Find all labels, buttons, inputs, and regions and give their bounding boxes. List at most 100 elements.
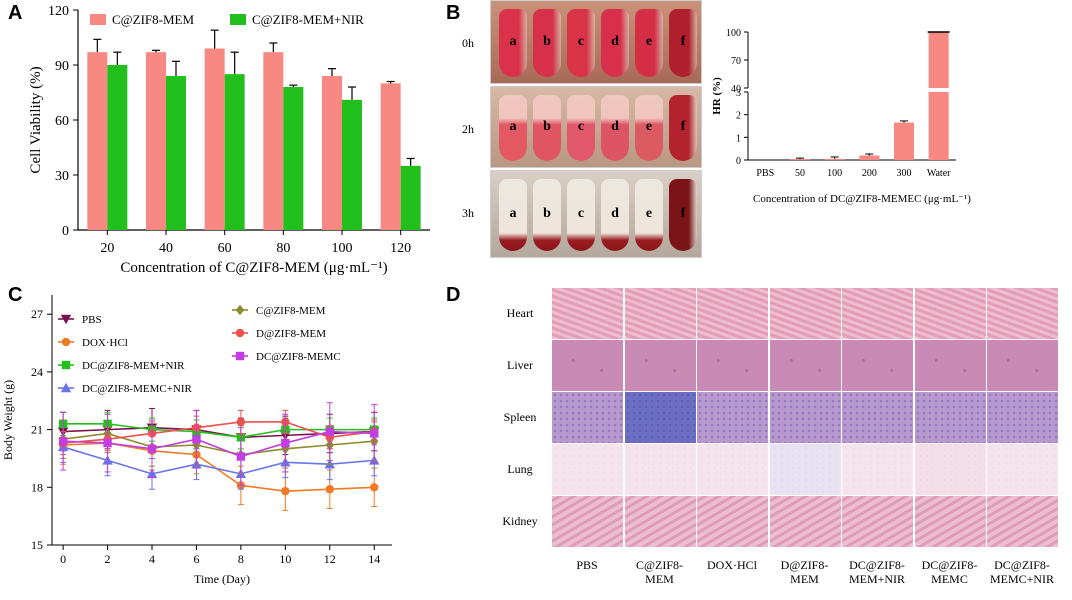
legend-swatch [230, 14, 246, 25]
x-axis-label: Concentration of DC@ZIF8-MEMEC (μg·mL⁻¹) [753, 193, 971, 205]
histology-kidney-6 [987, 496, 1058, 547]
data-point [58, 436, 68, 446]
tube-letter: d [611, 206, 619, 221]
x-tick-label: 8 [238, 552, 244, 566]
legend-item: D@ZIF8-MEM [232, 328, 326, 340]
organ-label: Kidney [502, 514, 538, 528]
hemolysis-tube-photo: 0h a b c d e f 2h a b c d e f 3h a b c d e f [462, 0, 702, 258]
histology-kidney-0 [552, 496, 623, 547]
y-axis-label: Cell Viability (%) [28, 66, 44, 173]
histology-lung-4 [842, 444, 913, 495]
time-label: 0h [462, 36, 474, 50]
tube-letter: e [645, 206, 653, 221]
organ-label: Heart [506, 306, 534, 320]
x-tick-label: 120 [390, 241, 411, 256]
data-point [61, 337, 71, 347]
y-tick-label: 0 [736, 156, 741, 167]
histology-kidney-3 [769, 496, 841, 547]
histology-lung-5 [914, 444, 986, 495]
group-label: DC@ZIF8- MEM+NIR [838, 558, 916, 586]
legend-label: DOX·HCl [82, 337, 128, 349]
data-point [325, 427, 334, 436]
legend-item: DC@ZIF8-MEMC+NIR [58, 382, 193, 395]
x-tick-label: 100 [827, 168, 842, 179]
panel-letter-a: A [8, 2, 23, 24]
x-tick-label: 50 [795, 168, 805, 179]
x-tick-label: 80 [276, 241, 290, 256]
y-tick-label: 15 [31, 538, 43, 552]
tube-e [635, 9, 663, 77]
histology-spleen-4 [842, 392, 913, 443]
tube-letter: f [680, 34, 686, 49]
histology-spleen-6 [987, 392, 1058, 443]
tube-c [567, 95, 595, 161]
tube-letter: e [645, 34, 653, 49]
legend-label: D@ZIF8-MEM [256, 328, 326, 340]
organ-label: Liver [507, 358, 533, 372]
group-label-line2: MEMC+NIR [989, 572, 1055, 586]
group-label: DC@ZIF8- MEMC+NIR [983, 558, 1061, 586]
bar-lower [928, 92, 949, 160]
organ-label: Spleen [503, 410, 537, 424]
histology-kidney-4 [842, 496, 913, 547]
panel-letter-c: C [8, 284, 23, 306]
y-tick-label: 27 [31, 307, 43, 321]
group-label: DC@ZIF8- MEMC [911, 558, 989, 586]
y-tick-label: 2 [736, 111, 741, 122]
legend-label: C@ZIF8-MEM [256, 305, 326, 317]
tube-e [635, 95, 663, 161]
y-tick-label: 120 [48, 4, 69, 19]
tube-f [669, 95, 697, 161]
data-point [235, 304, 245, 316]
legend-label: PBS [82, 314, 102, 326]
x-tick-label: 12 [324, 552, 336, 566]
data-point [370, 429, 379, 438]
tube-f [669, 9, 697, 77]
tube-letter: f [680, 206, 686, 221]
tube-d [601, 95, 629, 161]
y-tick-label: 24 [31, 365, 43, 379]
data-point [235, 328, 245, 338]
tube-b [533, 9, 561, 77]
x-tick-label: Water [927, 168, 951, 179]
legend-label: DC@ZIF8-MEMC [256, 351, 341, 363]
bar-mem [204, 48, 225, 230]
tube-e [635, 179, 663, 251]
y-axis-label: Body Weight (g) [1, 380, 15, 460]
group-label-line2: MEMC [931, 572, 968, 586]
tube-letter: a [509, 119, 517, 134]
histology-liver-1 [624, 340, 696, 391]
tube-c [567, 179, 595, 251]
x-tick-label: 14 [368, 552, 380, 566]
bar-mem-nir [400, 165, 421, 230]
data-point [281, 438, 290, 448]
histology-spleen-1 [624, 392, 696, 443]
x-tick-label: 200 [862, 168, 877, 179]
series-line [62, 446, 375, 475]
histology-heart-2 [697, 288, 768, 339]
bar-mem-nir [283, 87, 304, 230]
tube-b [533, 95, 561, 161]
tube-letter: a [509, 206, 517, 221]
group-label-line1: PBS [576, 558, 598, 572]
tube-b [533, 179, 561, 251]
group-label-line1: DC@ZIF8- [994, 558, 1050, 572]
group-label: DOX·HCl [693, 558, 771, 572]
series-line [63, 421, 375, 444]
tube-letter: c [577, 206, 585, 221]
y-tick-label: 21 [31, 423, 43, 437]
histology-lung-3 [769, 444, 841, 495]
x-tick-label: 10 [279, 552, 291, 566]
histology-liver-6 [987, 340, 1058, 391]
histology-kidney-1 [624, 496, 696, 547]
tube-letter: a [509, 34, 517, 49]
legend-label: DC@ZIF8-MEMC+NIR [82, 383, 193, 395]
y-tick-label: 1 [736, 133, 741, 144]
group-label-line2: MEM [645, 572, 674, 586]
tube-letter: b [543, 34, 551, 49]
tube-letter: d [611, 119, 619, 134]
histology-spleen-3 [769, 392, 841, 443]
tube-d [601, 9, 629, 77]
bar [859, 155, 880, 160]
data-point [370, 483, 379, 492]
